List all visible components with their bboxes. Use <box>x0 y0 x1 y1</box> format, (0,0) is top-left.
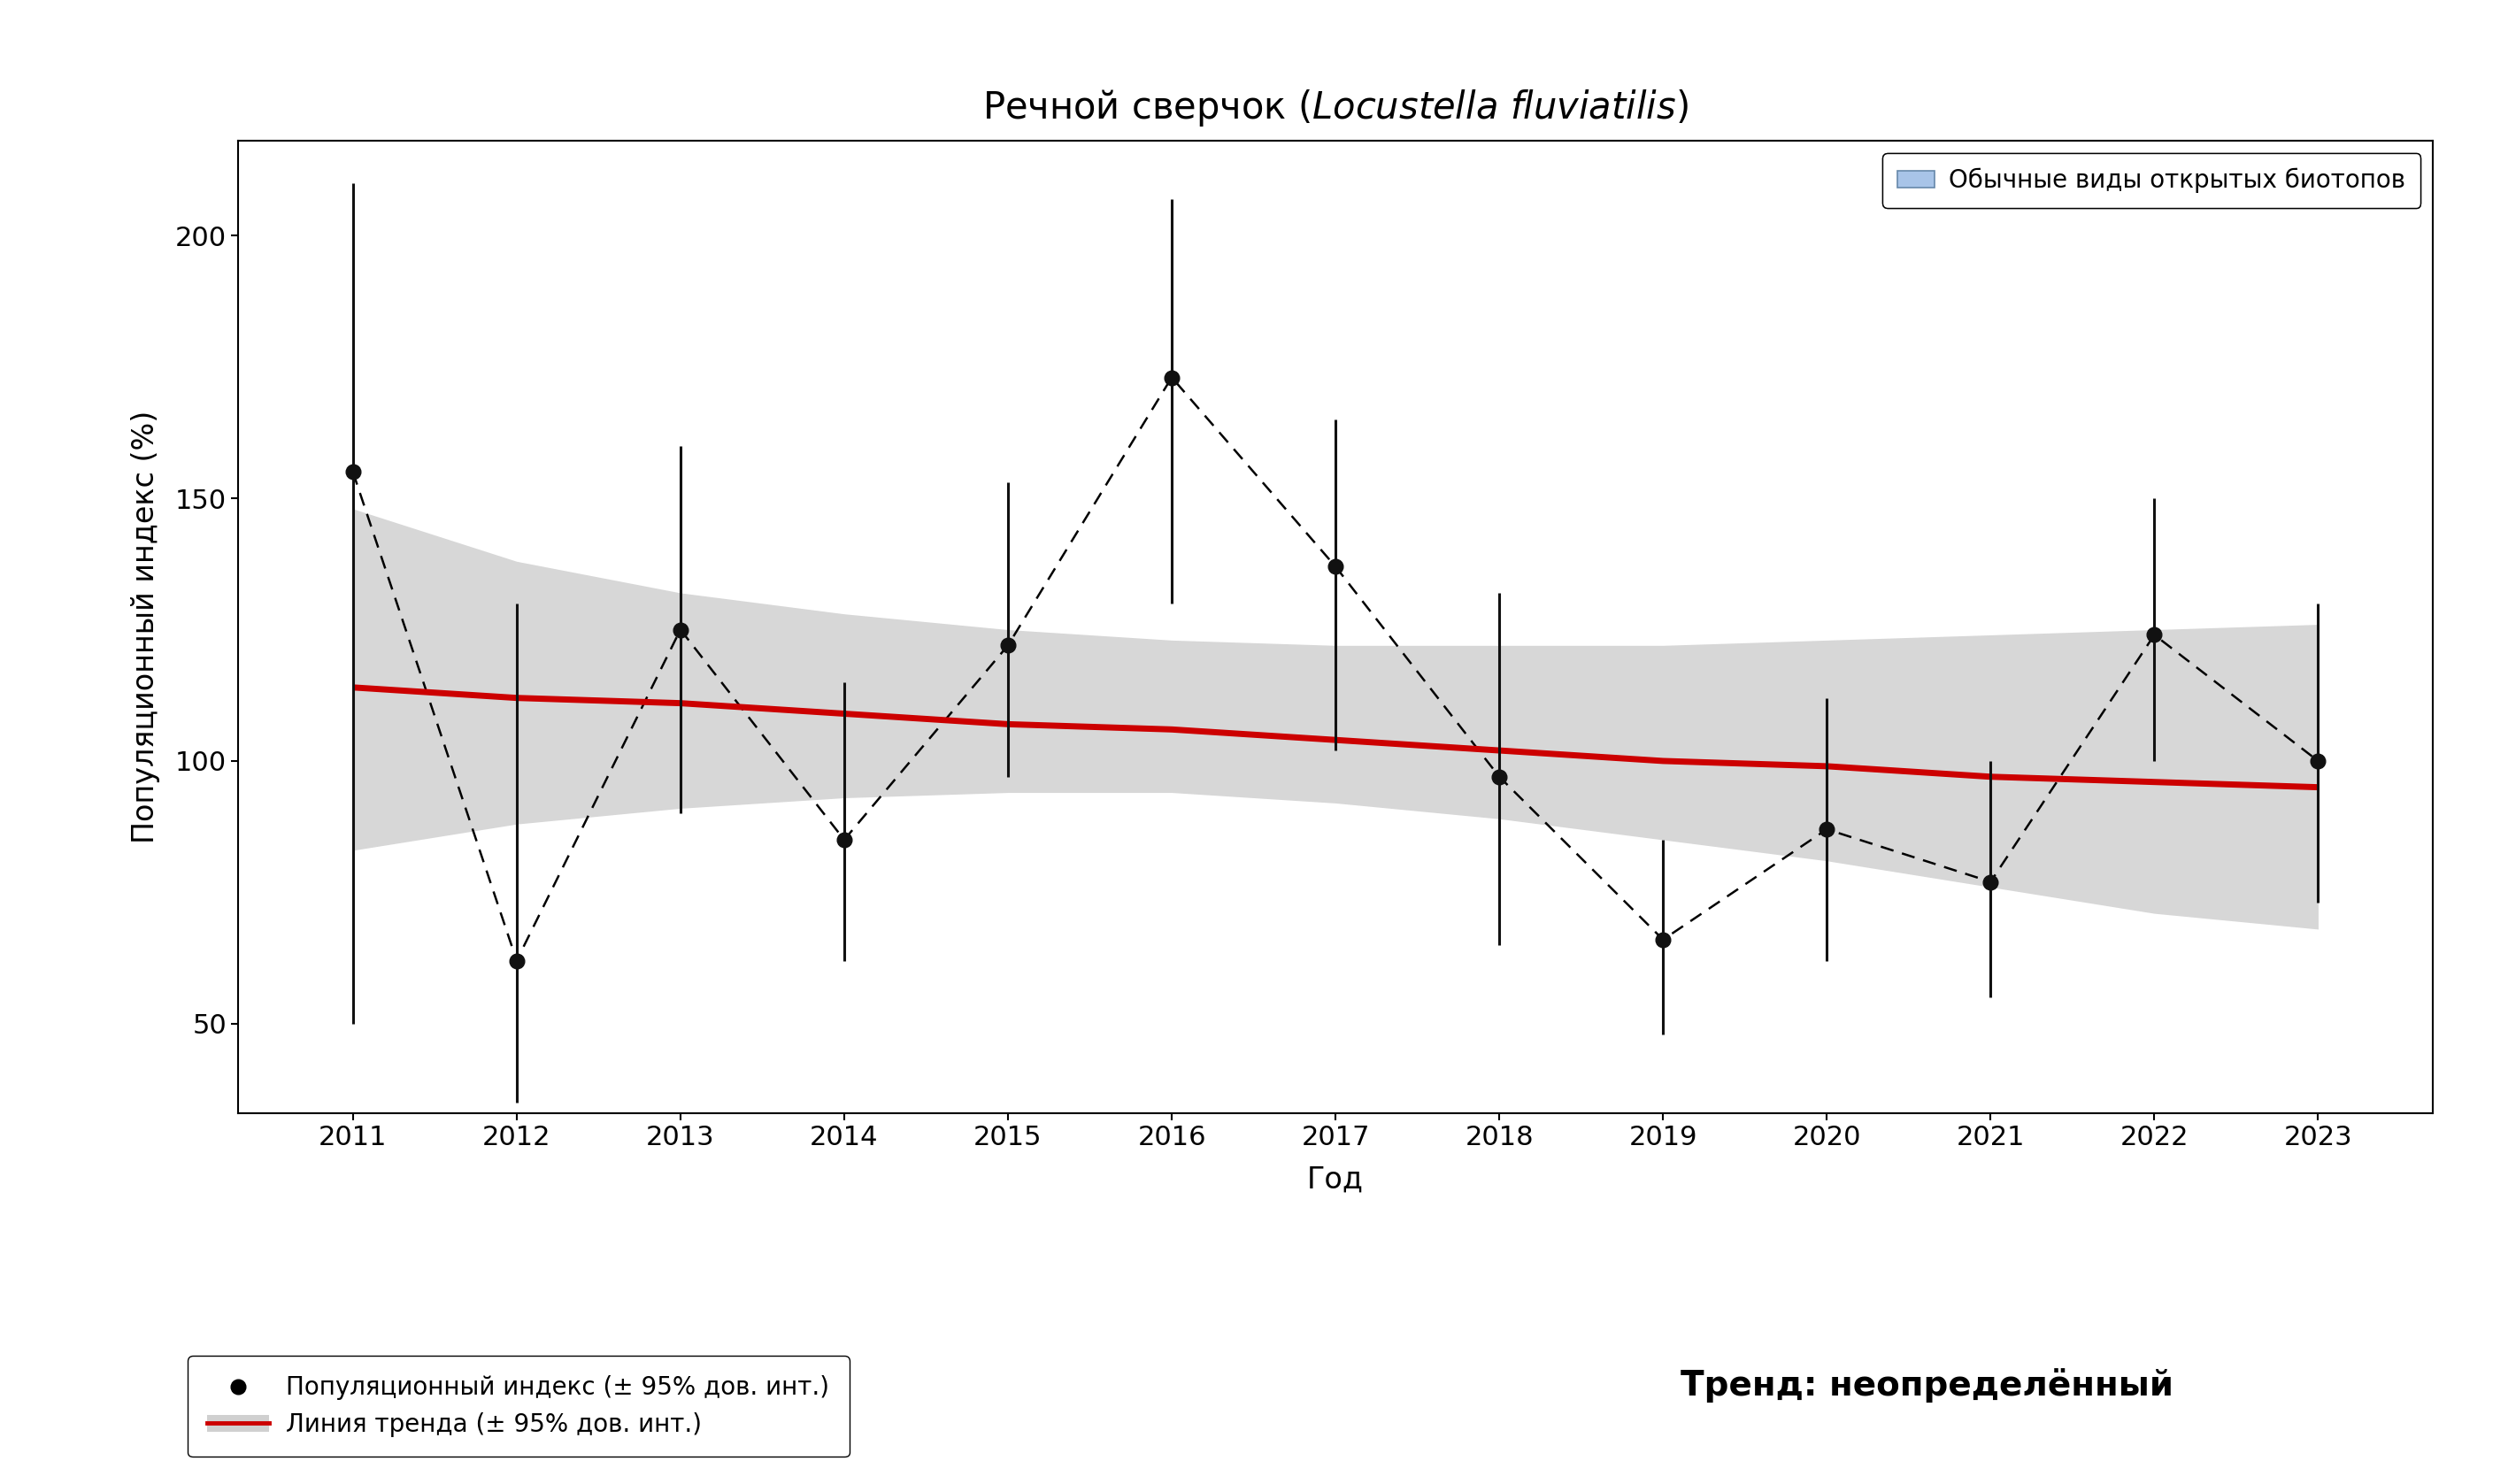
Y-axis label: Популяционный индекс (%): Популяционный индекс (%) <box>130 411 161 843</box>
Legend: Обычные виды открытых биотопов: Обычные виды открытых биотопов <box>1884 153 2420 208</box>
X-axis label: Год: Год <box>1307 1165 1364 1195</box>
Text: Тренд: неопределённый: Тренд: неопределённый <box>1680 1368 2174 1402</box>
Title: Речной сверчок ($\mathit{Locustella\ fluviatilis}$): Речной сверчок ($\mathit{Locustella\ flu… <box>983 88 1688 129</box>
Legend: Популяционный индекс (± 95% дов. инт.), Линия тренда (± 95% дов. инт.): Популяционный индекс (± 95% дов. инт.), … <box>188 1356 850 1457</box>
